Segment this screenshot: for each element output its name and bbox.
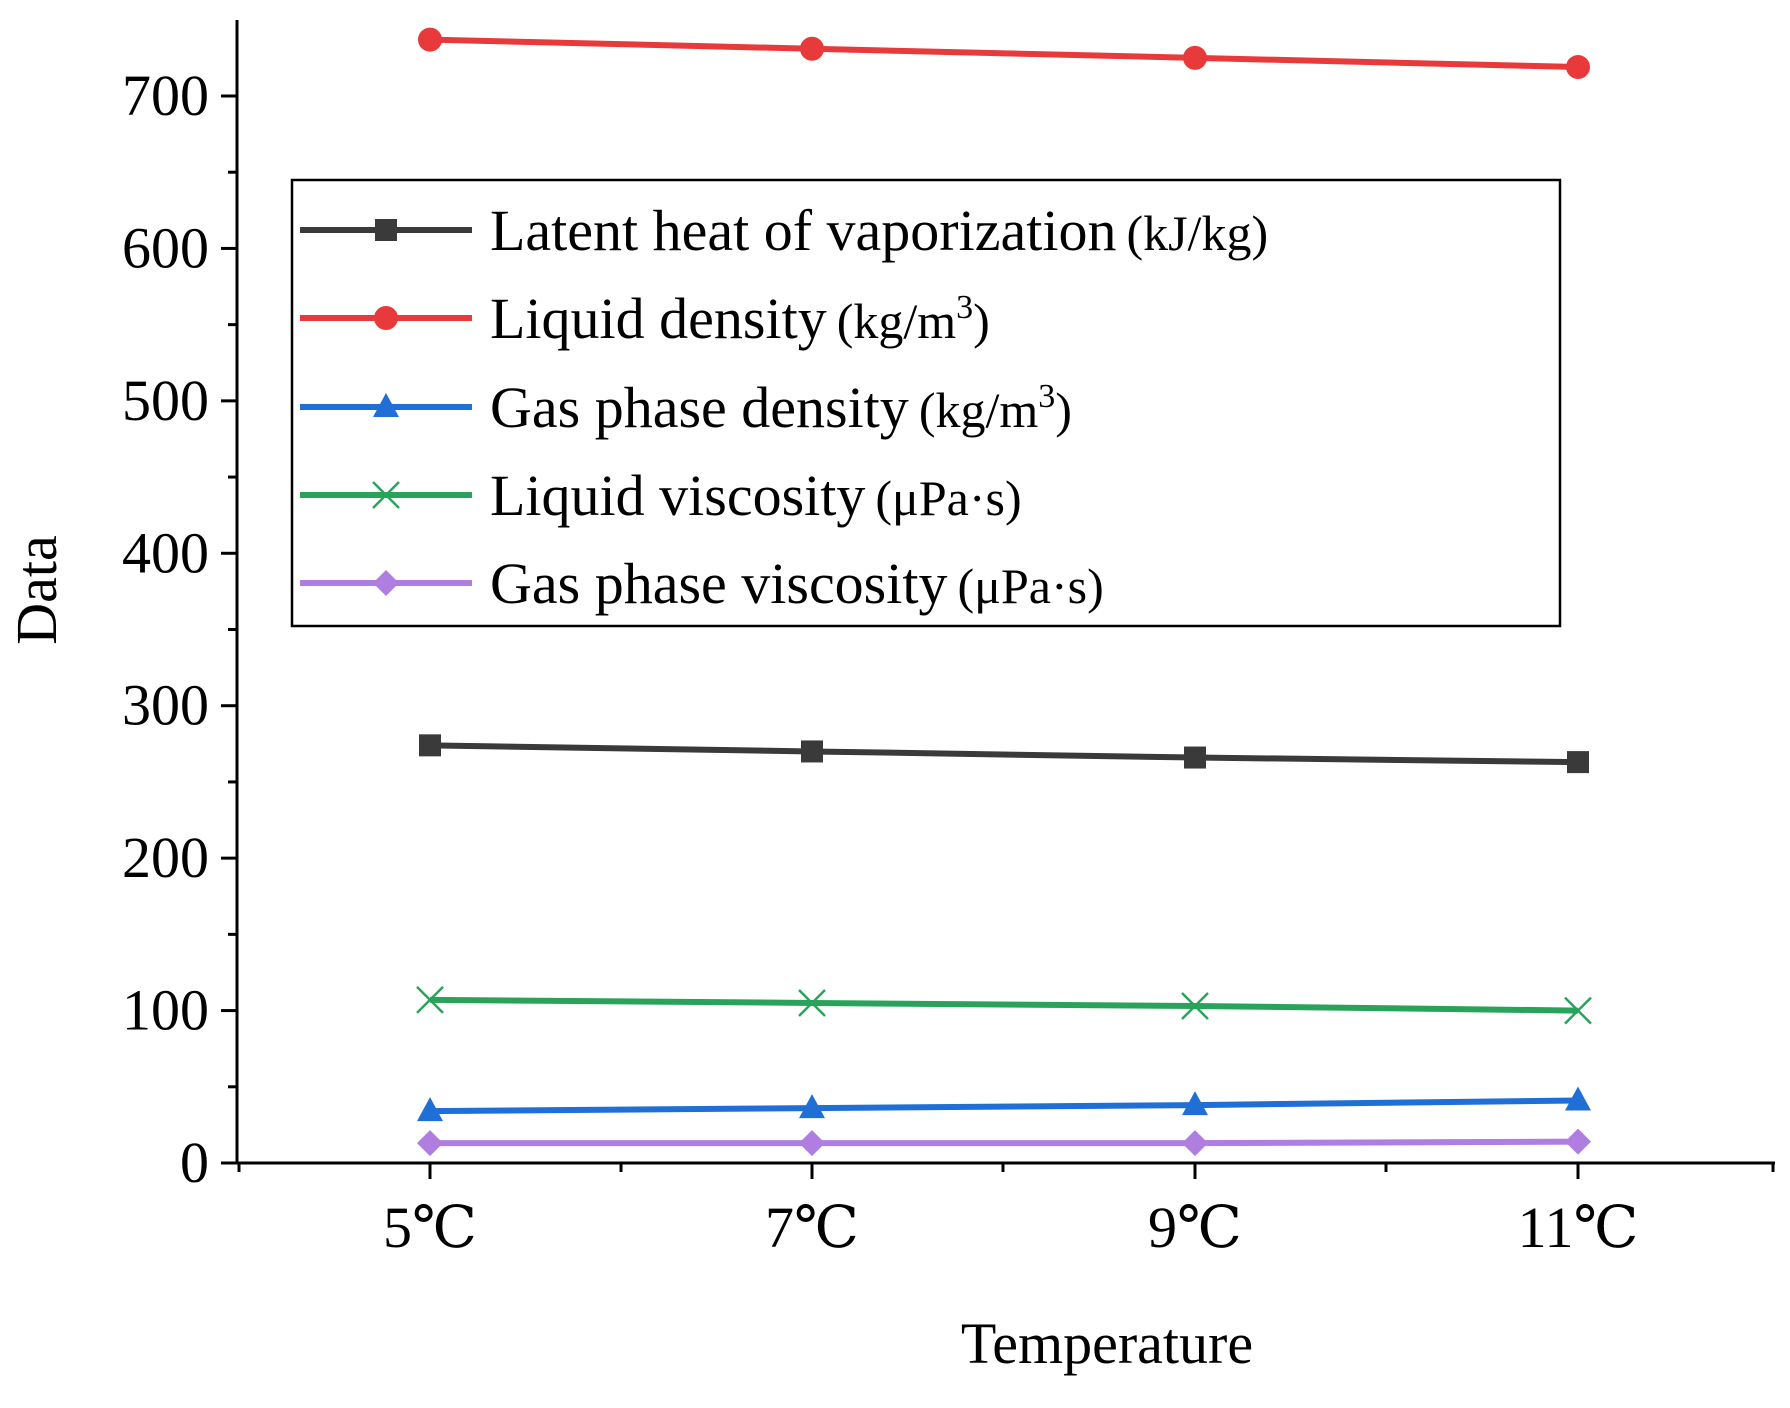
data-point [1182, 1091, 1208, 1116]
legend-label: Gas phase density [490, 375, 909, 440]
data-point [1183, 45, 1207, 70]
x-marker-stroke [798, 989, 826, 1017]
legend-unit: (μPa·s) [958, 558, 1104, 614]
legend-item: Liquid density (kg/m3) [300, 286, 990, 351]
series-line [429, 36, 1579, 71]
legend-marker-swatch [372, 481, 400, 509]
legend-label: Liquid density [490, 286, 827, 351]
legend: Latent heat of vaporization (kJ/kg)Liquid… [290, 178, 1562, 628]
legend-item: Liquid viscosity (μPa·s) [300, 463, 1022, 528]
data-point [798, 989, 826, 1017]
data-point [416, 986, 444, 1014]
legend-box [290, 178, 1562, 628]
series-square [419, 734, 1589, 774]
legend-unit-close: ) [1251, 205, 1268, 261]
x-tick-label: 5℃ [383, 1195, 477, 1260]
legend-unit-superscript: 3 [1038, 378, 1055, 415]
data-point [800, 36, 824, 61]
y-tick-label: 400 [122, 520, 209, 585]
data-point [417, 1130, 443, 1157]
x-marker-stroke [372, 481, 400, 509]
data-point [1565, 1086, 1591, 1111]
series-circle [418, 27, 1590, 80]
y-tick-label: 700 [122, 63, 209, 128]
x-tick-label: 9℃ [1148, 1195, 1242, 1260]
legend-unit-main: (μPa·s [875, 470, 1005, 526]
x-tick-label: 11℃ [1518, 1195, 1639, 1260]
legend-unit: (kg/m3) [919, 378, 1072, 438]
legend-label: Latent heat of vaporization [490, 198, 1116, 263]
series-line [429, 742, 1579, 766]
legend-unit-main: (kg/m [919, 382, 1039, 438]
series-group [416, 27, 1592, 1157]
data-point [1182, 1130, 1208, 1157]
legend-marker-swatch [374, 306, 398, 330]
y-tick-label: 200 [122, 825, 209, 890]
x-marker-stroke [416, 986, 444, 1014]
y-tick-label: 500 [122, 368, 209, 433]
legend-marker-swatch [373, 393, 399, 417]
data-point [799, 1130, 825, 1157]
data-point [799, 1094, 825, 1119]
data-point [418, 27, 442, 52]
data-point [1565, 1128, 1591, 1155]
data-point [1567, 751, 1589, 774]
legend-marker-swatch [375, 219, 397, 241]
legend-unit-superscript: 3 [956, 289, 973, 326]
series-line [429, 996, 1579, 1014]
series-diamond [417, 1128, 1591, 1157]
x-marker-stroke [1564, 996, 1592, 1025]
y-tick-label: 0 [180, 1130, 209, 1195]
legend-unit: (kJ/kg) [1126, 205, 1268, 261]
legend-unit-close: ) [1055, 382, 1072, 438]
x-tick-label: 7℃ [765, 1195, 859, 1260]
legend-unit-main: (kJ/kg [1126, 205, 1251, 261]
series-x [416, 986, 1592, 1025]
series-triangle [417, 1086, 1591, 1122]
series-line [430, 1138, 1579, 1147]
axes: 0 100 200 300 400 500 600 700 5℃ 7℃ 9℃ 11℃ Temperatu… [4, 20, 1775, 1376]
legend-label: Liquid viscosity [490, 463, 865, 528]
legend-unit: (kg/m3) [837, 289, 990, 349]
data-point [1564, 996, 1592, 1025]
legend-unit-main: (μPa·s [958, 558, 1088, 614]
legend-unit-close: ) [1087, 558, 1104, 614]
legend-unit: (μPa·s) [875, 470, 1021, 526]
data-point [1566, 55, 1590, 80]
y-axis-title: Data [4, 535, 69, 645]
series-line [429, 1097, 1579, 1115]
legend-marker-swatch [373, 570, 399, 596]
legend-unit-main: (kg/m [837, 293, 957, 349]
legend-label: Gas phase viscosity [490, 551, 948, 616]
legend-item: Gas phase viscosity (μPa·s) [300, 551, 1104, 616]
y-tick-label: 100 [122, 978, 209, 1043]
legend-unit-close: ) [973, 293, 990, 349]
data-point [1184, 746, 1206, 769]
legend-unit-close: ) [1005, 470, 1022, 526]
data-point [419, 734, 441, 757]
y-tick-label: 600 [122, 215, 209, 280]
y-tick-label: 300 [122, 673, 209, 738]
data-point [801, 740, 823, 763]
x-axis-title: Temperature [961, 1311, 1253, 1376]
legend-item: Gas phase density (kg/m3) [300, 375, 1072, 440]
data-point [1181, 992, 1209, 1020]
data-point [417, 1097, 443, 1122]
legend-item: Latent heat of vaporization (kJ/kg) [300, 198, 1268, 263]
x-marker-stroke [1181, 992, 1209, 1020]
